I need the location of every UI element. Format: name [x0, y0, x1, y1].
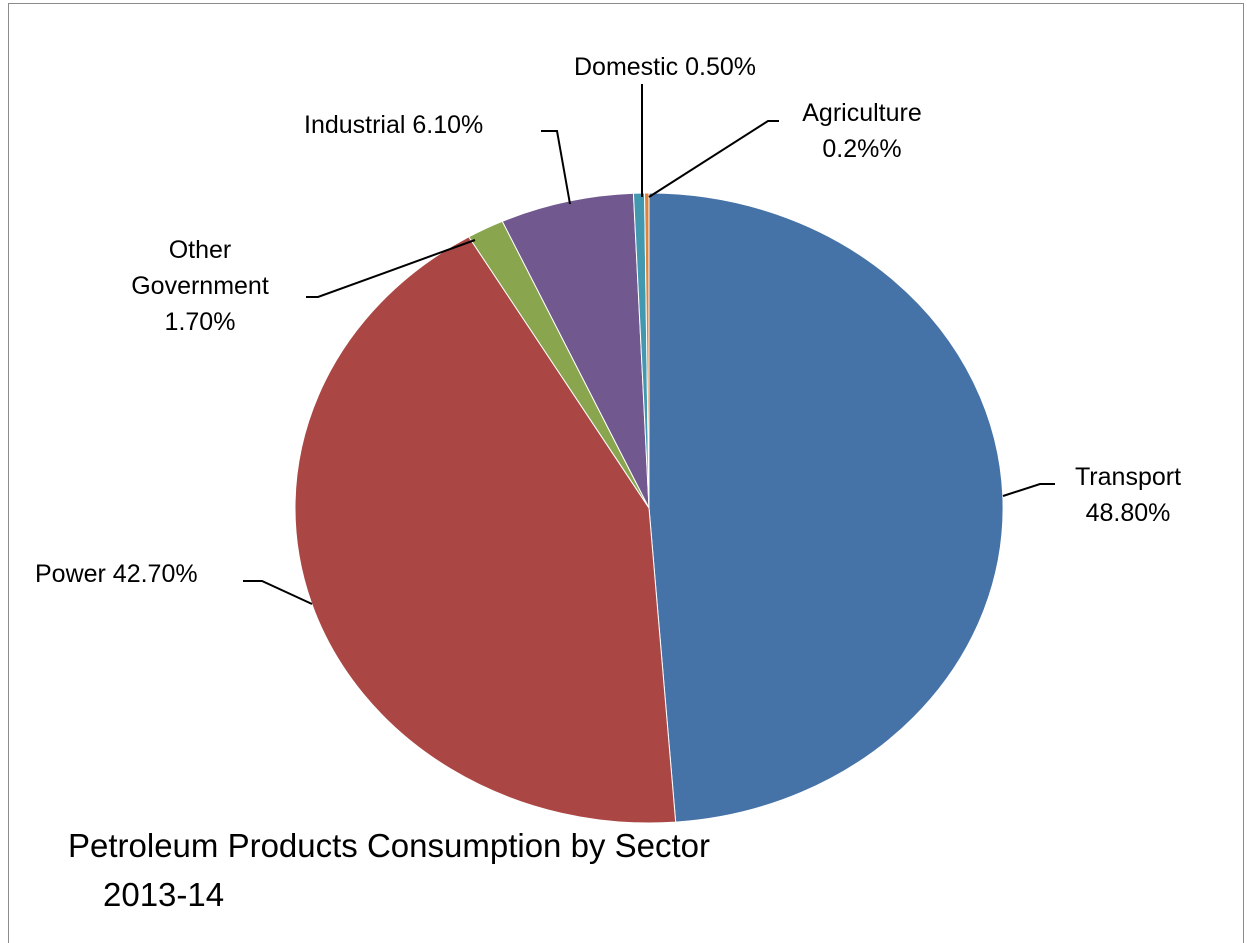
leader-transport: [1002, 483, 1055, 497]
slice-transport: [648, 192, 1004, 823]
data-label-line: Transport: [1075, 463, 1181, 491]
data-label-line: 1.70%: [165, 308, 236, 336]
data-labels: Transport 48.80% Power 42.70% Other Governme…: [35, 53, 1181, 588]
chart-title: Petroleum Products Consumption by Sector: [68, 827, 710, 864]
data-label-line: Other: [169, 236, 232, 264]
data-label-line: Domestic 0.50%: [574, 53, 756, 81]
slice-agriculture: [644, 192, 650, 509]
slice-power: [294, 236, 677, 824]
data-label-line: Agriculture: [802, 99, 922, 127]
pie-slices: [294, 192, 1004, 824]
data-label-line: Power 42.70%: [35, 560, 198, 588]
slice-industrial: [501, 192, 650, 509]
data-label-other_government: Other Government 1.70%: [131, 236, 269, 336]
chart-area: [8, 3, 1244, 943]
chart-subtitle: 2013-14: [103, 876, 224, 913]
leader-other_government: [306, 239, 476, 298]
data-label-line: 48.80%: [1086, 499, 1171, 527]
leader-agriculture: [648, 120, 779, 198]
leader-power: [243, 580, 313, 605]
data-label-line: Industrial 6.10%: [304, 111, 483, 139]
leader-lines: [243, 84, 1055, 605]
data-label-industrial: Industrial 6.10%: [304, 111, 483, 139]
data-label-agriculture: Agriculture 0.2%%: [802, 99, 922, 163]
data-label-line: 0.2%%: [822, 135, 901, 163]
data-label-power: Power 42.70%: [35, 560, 198, 588]
leader-industrial: [541, 130, 571, 205]
data-label-domestic: Domestic 0.50%: [574, 53, 756, 81]
data-label-line: Government: [131, 272, 269, 300]
data-label-transport: Transport 48.80%: [1075, 463, 1181, 527]
